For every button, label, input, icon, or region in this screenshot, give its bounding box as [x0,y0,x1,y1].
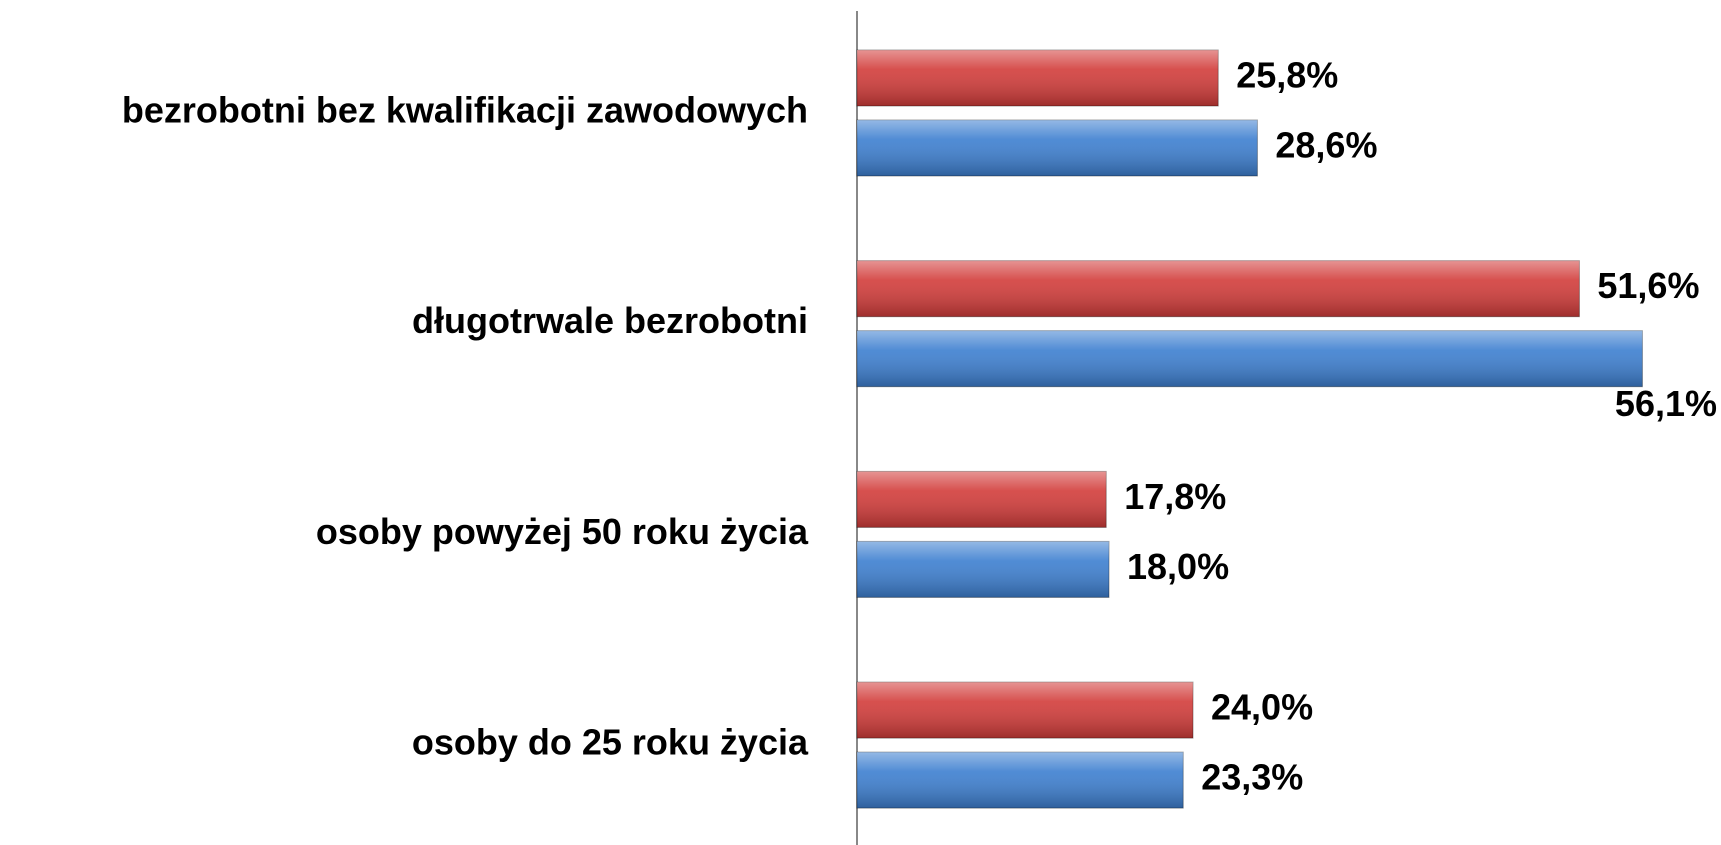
value-label: 51,6% [1597,265,1699,306]
value-label: 17,8% [1124,476,1226,517]
category-label: długotrwale bezrobotni [412,300,808,341]
category-label: osoby do 25 roku życia [412,722,809,763]
value-label: 25,8% [1236,55,1338,96]
value-label: 23,3% [1201,757,1303,798]
value-label: 18,0% [1127,546,1229,587]
bar-shine [857,260,1580,317]
value-label: 24,0% [1211,687,1313,728]
bar-shine [857,330,1643,387]
bar-shine [857,120,1258,176]
value-label: 28,6% [1275,125,1377,166]
value-label: 56,1% [1615,383,1717,424]
bar-shine [857,471,1107,528]
bar-shine [857,682,1193,739]
bar-shine [857,50,1219,106]
bar-shine [857,541,1109,598]
category-label: osoby powyżej 50 roku życia [316,511,809,552]
bar-shine [857,752,1184,809]
category-label: bezrobotni bez kwalifikacji zawodowych [122,90,808,131]
